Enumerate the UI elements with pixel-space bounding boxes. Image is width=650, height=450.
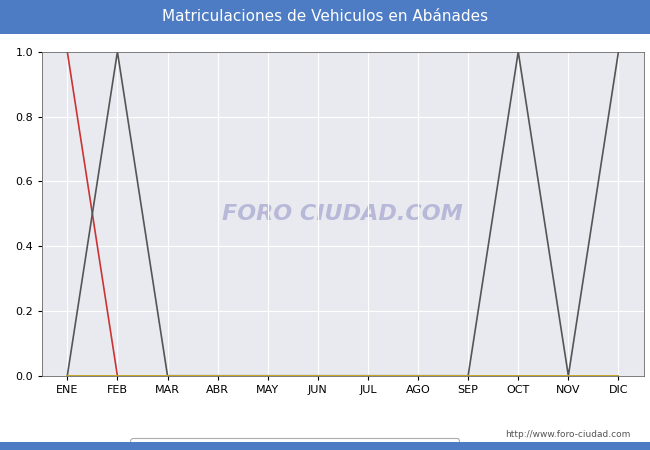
- Text: http://www.foro-ciudad.com: http://www.foro-ciudad.com: [505, 430, 630, 439]
- Text: Matriculaciones de Vehiculos en Abánades: Matriculaciones de Vehiculos en Abánades: [162, 9, 488, 24]
- Text: FORO CIUDAD.COM: FORO CIUDAD.COM: [222, 204, 463, 224]
- Legend: 2024, 2023, 2022, 2021, 2020: 2024, 2023, 2022, 2021, 2020: [131, 438, 459, 450]
